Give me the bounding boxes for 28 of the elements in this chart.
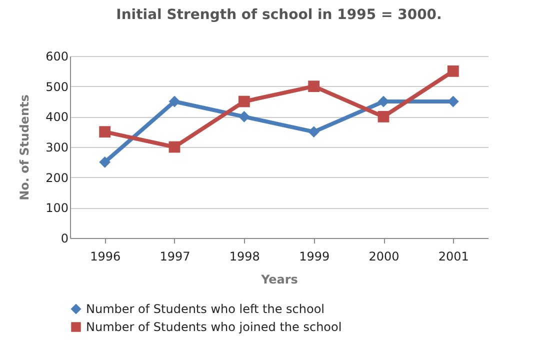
legend-label: Number of Students who joined the school [86,320,342,334]
x-tick-label: 2000 [368,250,400,264]
x-tick-label: 2001 [438,250,469,264]
point [99,126,111,138]
point [168,141,180,153]
y-tick-label: 500 [46,80,68,94]
point [308,80,320,92]
y-tick-label: 0 [60,232,68,246]
x-tick-label: 1996 [90,250,121,264]
point [238,96,250,108]
y-tick-label: 200 [46,170,68,185]
point [308,126,320,138]
y-tick-label: 300 [46,140,68,154]
point [238,110,250,122]
y-tick-label: 600 [46,50,68,64]
point [168,96,180,108]
x-axis-title: Years [260,272,298,286]
point [378,110,390,122]
legend-label: Number of Students who left the school [86,302,325,316]
point [99,156,111,168]
y-tick-label: 400 [46,110,68,124]
y-tick-label: 100 [46,201,68,216]
x-tick-label: 1999 [299,250,330,264]
chart-title: Initial Strength of school in 1995 = 3000. [116,7,442,23]
x-tick-label: 1998 [229,250,260,264]
y-axis-title: No. of Students [18,94,32,200]
x-tick-label: 1997 [160,250,190,264]
point [447,65,459,77]
